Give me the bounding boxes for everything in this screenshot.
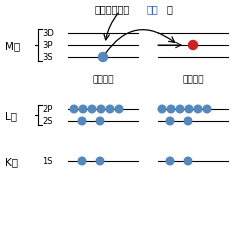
Text: 励起状態: 励起状態 xyxy=(182,75,204,84)
Circle shape xyxy=(115,106,123,113)
Circle shape xyxy=(184,158,192,165)
Circle shape xyxy=(166,158,174,165)
Circle shape xyxy=(70,106,78,113)
Circle shape xyxy=(158,106,166,113)
Text: 基底状態: 基底状態 xyxy=(92,75,114,84)
Text: 3D: 3D xyxy=(42,29,54,38)
Text: エネルギー（: エネルギー（ xyxy=(95,4,130,14)
Text: 1S: 1S xyxy=(42,157,53,166)
Circle shape xyxy=(203,106,211,113)
Circle shape xyxy=(185,106,193,113)
Circle shape xyxy=(96,118,104,125)
Circle shape xyxy=(98,53,108,62)
Text: 2S: 2S xyxy=(42,117,53,126)
Text: 3S: 3S xyxy=(42,53,53,62)
Circle shape xyxy=(96,158,104,165)
Circle shape xyxy=(167,106,175,113)
Circle shape xyxy=(166,118,174,125)
Text: ）: ） xyxy=(167,4,173,14)
Circle shape xyxy=(88,106,96,113)
Text: 3P: 3P xyxy=(42,41,53,50)
Text: 2P: 2P xyxy=(42,105,52,114)
Text: 吸光: 吸光 xyxy=(147,4,159,14)
Circle shape xyxy=(184,118,192,125)
Text: K殻: K殻 xyxy=(5,156,18,166)
Circle shape xyxy=(176,106,184,113)
Circle shape xyxy=(194,106,202,113)
Circle shape xyxy=(78,118,86,125)
Circle shape xyxy=(97,106,105,113)
Circle shape xyxy=(79,106,87,113)
Text: M殻: M殻 xyxy=(5,41,20,51)
Circle shape xyxy=(189,41,197,50)
Circle shape xyxy=(106,106,114,113)
Text: L殻: L殻 xyxy=(5,110,17,120)
Circle shape xyxy=(78,158,86,165)
